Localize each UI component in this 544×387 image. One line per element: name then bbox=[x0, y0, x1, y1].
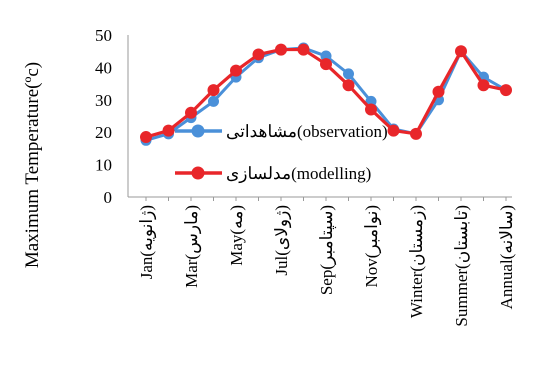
series-layer bbox=[140, 42, 512, 146]
series-modelling bbox=[140, 43, 512, 144]
data-point bbox=[297, 43, 310, 56]
data-point bbox=[432, 85, 445, 98]
data-point bbox=[320, 58, 332, 71]
data-point bbox=[477, 79, 490, 92]
data-point bbox=[140, 131, 152, 144]
data-point bbox=[207, 84, 220, 97]
legend-label: مدلسازی(modelling) bbox=[226, 164, 371, 184]
data-point bbox=[500, 84, 512, 97]
x-tick-label: Jul(ژولای) bbox=[272, 205, 292, 276]
data-point bbox=[275, 43, 287, 56]
legend-label: مشاهداتی(observation) bbox=[226, 122, 388, 141]
data-point bbox=[387, 124, 400, 137]
x-tick-label: Annual(سالانه) bbox=[497, 205, 516, 309]
data-point bbox=[455, 45, 467, 58]
data-point bbox=[230, 64, 242, 77]
y-tick-label: 10 bbox=[95, 156, 112, 175]
x-tick-label: Nov(نوامبر) bbox=[362, 205, 382, 287]
y-tick-label: 50 bbox=[95, 26, 112, 45]
y-tick-label: 20 bbox=[95, 123, 112, 142]
x-ticks: Jan(ژانویه) Mar(مارس) May(مه) Jul(ژولای) Sep… bbox=[137, 197, 516, 327]
x-tick-label: Mar(مارس) bbox=[182, 205, 202, 288]
y-ticks: 0 10 20 30 40 50 bbox=[95, 26, 112, 207]
data-point bbox=[252, 48, 265, 61]
data-point bbox=[342, 79, 355, 92]
legend: مشاهداتی(observation) مدلسازی(modelling) bbox=[175, 122, 388, 184]
x-tick-label: Jan(ژانویه) bbox=[137, 205, 157, 279]
y-tick-label: 30 bbox=[95, 91, 112, 110]
data-point bbox=[365, 95, 377, 107]
data-point bbox=[320, 50, 332, 62]
data-point bbox=[185, 106, 197, 119]
y-tick-label: 0 bbox=[104, 188, 113, 207]
y-axis-label: Maximum Temperature(ºc) bbox=[22, 62, 43, 268]
legend-swatch-marker bbox=[191, 166, 205, 180]
x-tick-label: May(مه) bbox=[227, 205, 246, 266]
x-tick-label: Summer(تابستان) bbox=[452, 205, 471, 327]
data-point bbox=[410, 127, 422, 140]
x-tick-label: Winter(زمستان) bbox=[407, 205, 427, 318]
data-point bbox=[208, 95, 219, 107]
y-tick-label: 40 bbox=[95, 58, 112, 77]
legend-swatch-marker bbox=[191, 124, 205, 138]
data-point bbox=[365, 103, 377, 116]
data-point bbox=[162, 124, 175, 137]
data-point bbox=[343, 68, 354, 80]
x-tick-label: Sep(سپتامبر) bbox=[317, 205, 337, 295]
